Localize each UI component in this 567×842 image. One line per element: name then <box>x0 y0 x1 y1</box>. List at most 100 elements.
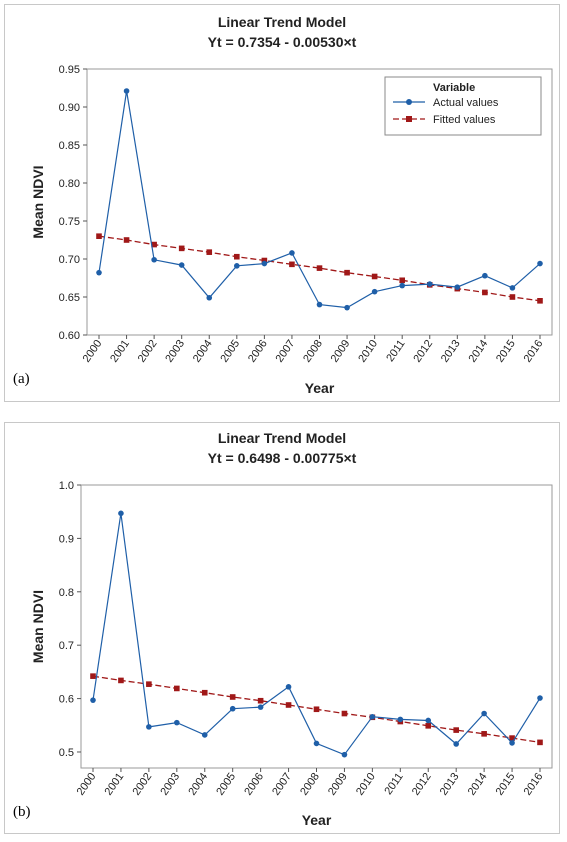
fitted-value-point <box>206 249 213 255</box>
chart-subtitle: Yt = 0.7354 - 0.00530×t <box>207 34 357 50</box>
x-tick-label: 2008 <box>301 338 325 365</box>
chart-panel-a: Linear Trend Model Yt = 0.7354 - 0.00530… <box>4 4 560 402</box>
actual-value-point <box>178 262 185 268</box>
fitted-value-point <box>399 277 405 284</box>
y-tick-label: 0.65 <box>59 292 80 304</box>
plot-area <box>80 484 553 769</box>
x-tick-label: 2004 <box>191 338 215 365</box>
x-tick-label: 2002 <box>130 771 154 798</box>
panel-label: (b) <box>13 804 31 820</box>
fitted-value-point <box>234 253 240 260</box>
x-tick-label: 2004 <box>186 771 210 798</box>
actual-value-point <box>123 88 130 94</box>
actual-value-point <box>399 282 405 289</box>
panel-label: (a) <box>13 371 30 387</box>
x-tick-label: 2014 <box>466 771 490 798</box>
y-tick-label: 1.0 <box>59 480 74 492</box>
chart-plot-a: 0.60 0.65 0.70 0.75 0.80 0.85 0.90 0.95 2000 2001… <box>30 64 553 396</box>
x-tick-label: 2011 <box>382 771 405 797</box>
fitted-value-point <box>178 245 185 252</box>
fitted-value-point <box>371 273 378 280</box>
actual-value-point <box>482 272 488 279</box>
actual-value-point <box>146 724 152 730</box>
y-tick-label: 0.9 <box>59 533 74 545</box>
fitted-value-point <box>289 261 295 268</box>
actual-value-point <box>453 741 459 747</box>
legend-entry-label: Actual values <box>433 97 499 109</box>
x-tick-label: 2016 <box>522 338 546 365</box>
x-tick-label: 2003 <box>163 338 187 365</box>
y-tick-label: 0.6 <box>59 694 74 706</box>
fitted-value-point <box>341 710 348 717</box>
actual-value-point <box>481 710 487 717</box>
actual-value-point <box>425 717 432 724</box>
x-tick-label: 2013 <box>438 771 462 798</box>
x-tick-label: 2000 <box>75 771 99 798</box>
chart-title: Linear Trend Model <box>217 430 347 446</box>
x-tick-label: 2013 <box>439 338 463 365</box>
chart-panel-b: Linear Trend Model Yt = 0.6498 - 0.00775… <box>4 422 560 834</box>
y-tick-label: 0.70 <box>59 254 80 266</box>
actual-value-point <box>289 250 295 256</box>
actual-value-point <box>285 684 292 690</box>
y-axis-label: Mean NDVI <box>30 590 46 663</box>
legend-marker <box>406 99 412 105</box>
actual-value-point <box>151 256 157 263</box>
actual-value-point <box>201 732 208 738</box>
actual-value-point <box>261 260 268 267</box>
y-tick-label: 0.90 <box>59 102 80 114</box>
fitted-value-point <box>509 294 516 300</box>
fitted-value-point <box>344 269 350 276</box>
x-tick-label: 2016 <box>522 771 546 798</box>
x-tick-label: 2015 <box>494 771 518 798</box>
x-tick-label: 2002 <box>136 338 160 365</box>
x-tick-label: 2006 <box>242 771 266 798</box>
actual-value-point <box>90 697 96 703</box>
x-tick-label: 2003 <box>158 771 182 798</box>
fitted-value-point <box>316 265 323 271</box>
chart-title: Linear Trend Model <box>217 14 347 30</box>
x-tick-label: 2015 <box>494 338 518 365</box>
x-tick-label: 2010 <box>354 771 378 798</box>
actual-value-point <box>426 281 433 287</box>
fitted-value-point <box>229 694 236 700</box>
chart-subtitle: Yt = 0.6498 - 0.00775×t <box>207 450 357 466</box>
x-axis-label: Year <box>302 812 332 828</box>
x-tick-label: 2001 <box>103 771 127 798</box>
actual-value-point <box>537 260 543 267</box>
fitted-value-point <box>482 289 488 296</box>
fitted-value-point <box>425 723 432 729</box>
legend-title: Variable <box>433 82 475 94</box>
fitted-value-point <box>537 298 543 304</box>
actual-value-point <box>341 751 348 758</box>
actual-value-point <box>537 695 543 701</box>
actual-value-point <box>96 269 102 276</box>
y-tick-label: 0.80 <box>59 178 80 190</box>
x-tick-label: 2005 <box>218 338 242 365</box>
fitted-value-point <box>453 727 459 733</box>
x-tick-label: 2014 <box>466 338 490 365</box>
actual-value-point <box>313 740 320 747</box>
fitted-value-point <box>313 706 320 713</box>
fitted-value-point <box>146 681 152 687</box>
y-tick-label: 0.8 <box>59 587 74 599</box>
actual-value-point <box>229 705 236 712</box>
actual-value-point <box>369 713 376 720</box>
x-tick-label: 2011 <box>384 338 407 364</box>
actual-value-point <box>316 301 323 308</box>
fitted-value-point <box>537 739 543 746</box>
fitted-value-point <box>90 673 96 679</box>
y-tick-label: 0.5 <box>59 747 74 759</box>
actual-value-point <box>454 284 461 290</box>
fitted-value-point <box>481 731 487 737</box>
fitted-values-line <box>98 235 541 302</box>
x-tick-label: 2007 <box>270 771 294 798</box>
y-tick-label: 0.7 <box>59 640 74 652</box>
fitted-value-point <box>123 237 130 243</box>
x-tick-label: 2010 <box>356 338 380 365</box>
fitted-value-point <box>96 233 102 239</box>
x-tick-label: 2008 <box>298 771 322 798</box>
fitted-value-point <box>285 702 292 708</box>
actual-value-point <box>397 716 404 723</box>
y-tick-label: 0.75 <box>59 216 80 228</box>
